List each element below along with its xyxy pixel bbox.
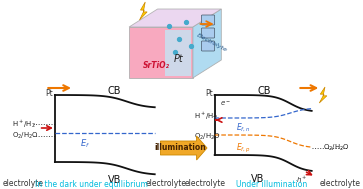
Text: Under illumination: Under illumination: [236, 180, 307, 189]
Text: electrolyte: electrolyte: [185, 178, 226, 187]
Polygon shape: [129, 9, 221, 27]
FancyBboxPatch shape: [201, 15, 215, 25]
Text: Electrolyte: Electrolyte: [196, 33, 228, 53]
Polygon shape: [319, 87, 327, 103]
Text: SrTiO₂: SrTiO₂: [143, 61, 170, 70]
Text: $\mathsf{H^+/H_2}$: $\mathsf{H^+/H_2}$: [194, 110, 218, 122]
FancyBboxPatch shape: [201, 28, 215, 38]
Text: $E_{f,n}$: $E_{f,n}$: [236, 122, 250, 134]
Text: electrolyte: electrolyte: [146, 178, 187, 187]
Text: $h^+$: $h^+$: [296, 175, 308, 185]
Text: Pt: Pt: [45, 88, 53, 98]
Text: $E_f$: $E_f$: [80, 137, 90, 149]
Text: VB: VB: [108, 175, 121, 185]
Text: In the dark under equilibrium: In the dark under equilibrium: [34, 180, 147, 189]
Text: Pt: Pt: [174, 54, 183, 64]
Polygon shape: [193, 9, 221, 78]
FancyBboxPatch shape: [201, 41, 215, 51]
Polygon shape: [129, 27, 193, 78]
Polygon shape: [139, 2, 147, 20]
Text: $\mathsf{O_2/H_2O}$: $\mathsf{O_2/H_2O}$: [12, 131, 39, 141]
Polygon shape: [165, 30, 191, 76]
Text: electrolyte: electrolyte: [320, 178, 361, 187]
Text: illumination: illumination: [155, 143, 206, 153]
Text: CB: CB: [257, 86, 271, 96]
Text: $E_{f,p}$: $E_{f,p}$: [236, 142, 250, 155]
Polygon shape: [160, 136, 207, 160]
Text: $\mathsf{O_2/H_2O}$: $\mathsf{O_2/H_2O}$: [194, 132, 221, 142]
Text: CB: CB: [107, 86, 121, 96]
Text: electrolyte: electrolyte: [3, 178, 44, 187]
Text: $e^-$: $e^-$: [220, 99, 232, 108]
Text: VB: VB: [251, 174, 264, 184]
Text: $\mathsf{O_2/H_2O}$: $\mathsf{O_2/H_2O}$: [323, 143, 350, 153]
Text: $\mathsf{H^+/H_2}$: $\mathsf{H^+/H_2}$: [12, 118, 36, 130]
Text: Pt: Pt: [205, 88, 213, 98]
